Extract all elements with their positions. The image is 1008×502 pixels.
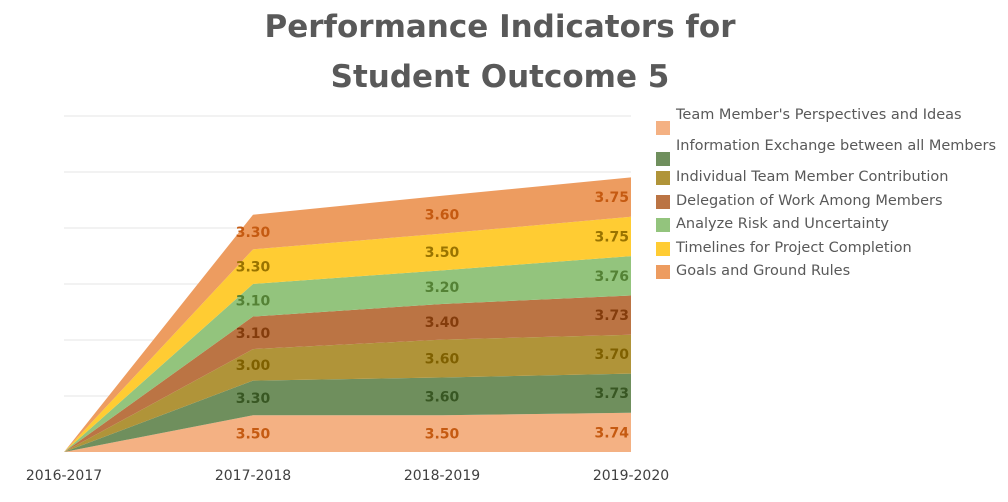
legend-label: Team Member's Perspectives and Ideas <box>676 107 962 123</box>
legend-swatch <box>656 218 670 232</box>
data-label: 3.75 <box>594 190 629 206</box>
legend-item: Information Exchange between all Members <box>656 135 1001 166</box>
legend-item: Analyze Risk and Uncertainty <box>656 213 1001 237</box>
x-tick-label: 2017-2018 <box>215 468 291 484</box>
data-label: 3.60 <box>425 389 460 405</box>
legend-label: Information Exchange between all Members <box>676 138 997 154</box>
legend-item: Team Member's Perspectives and Ideas <box>656 104 1001 135</box>
chart-title-line-1: Performance Indicators for <box>264 9 736 45</box>
area-series-4 <box>64 295 631 452</box>
legend: Team Member's Perspectives and Ideas Info… <box>656 104 1001 284</box>
x-tick-label: 2018-2019 <box>404 468 480 484</box>
legend-label: Individual Team Member Contribution <box>676 169 949 185</box>
data-label: 3.70 <box>594 347 629 363</box>
data-label: 3.30 <box>236 391 271 407</box>
legend-swatch <box>656 241 670 256</box>
legend-swatch <box>656 152 670 166</box>
data-label: 3.00 <box>236 358 271 374</box>
legend-label: Timelines for Project Completion <box>676 239 912 256</box>
legend-item: Delegation of Work Among Members <box>656 190 1001 214</box>
legend-label: Goals and Ground Rules <box>676 263 851 279</box>
data-label: 3.76 <box>594 269 629 285</box>
legend-swatch <box>656 171 670 185</box>
data-label: 3.50 <box>425 245 460 261</box>
data-label: 3.40 <box>425 315 460 331</box>
x-tick-label: 2016-2017 <box>26 468 102 484</box>
legend-label: Analyze Risk and Uncertainty <box>676 216 890 232</box>
area-series-3 <box>64 334 631 452</box>
area-series-7 <box>64 177 631 452</box>
legend-swatch <box>656 194 670 209</box>
data-label: 3.30 <box>236 260 271 276</box>
data-label: 3.73 <box>594 386 629 402</box>
data-label: 3.74 <box>594 425 629 441</box>
chart-title-line-2: Student Outcome 5 <box>330 59 670 95</box>
data-label: 3.10 <box>236 326 271 342</box>
data-label: 3.60 <box>425 208 460 224</box>
data-label: 3.75 <box>594 229 629 245</box>
legend-item: Goals and Ground Rules <box>656 260 1001 284</box>
data-label: 3.60 <box>425 352 460 368</box>
data-label: 3.73 <box>594 308 629 324</box>
legend-swatch <box>656 121 670 135</box>
data-label: 3.20 <box>425 280 460 296</box>
legend-label: Delegation of Work Among Members <box>676 192 943 209</box>
data-label: 3.50 <box>236 427 271 443</box>
data-label: 3.30 <box>236 225 271 241</box>
area-series-6 <box>64 216 631 452</box>
area-series-1 <box>64 412 631 452</box>
area-series-5 <box>64 256 631 452</box>
x-tick-label: 2019-2020 <box>593 468 669 484</box>
legend-item: Timelines for Project Completion <box>656 237 1001 261</box>
area-series-2 <box>64 373 631 452</box>
legend-swatch <box>656 265 670 279</box>
data-label: 3.10 <box>236 293 271 309</box>
chart-title: Performance Indicators for Student Outco… <box>0 2 1000 102</box>
legend-item: Individual Team Member Contribution <box>656 166 1001 190</box>
data-label: 3.50 <box>425 427 460 443</box>
